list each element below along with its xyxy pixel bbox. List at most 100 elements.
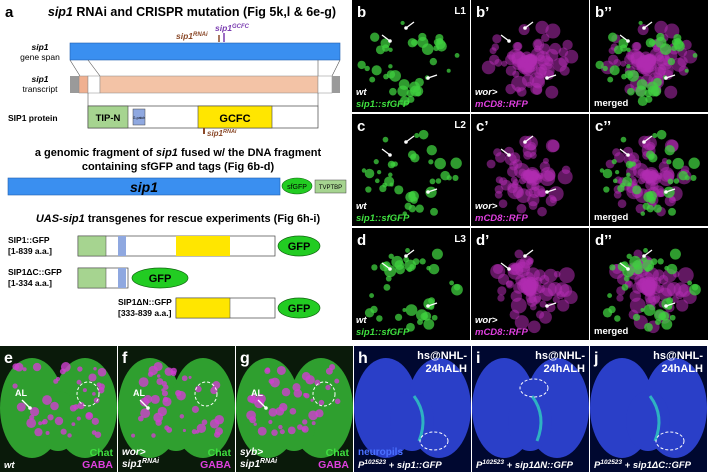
gaba-spot [314,379,321,386]
label: L3 [454,234,466,245]
label: GABA [82,459,113,471]
cell [620,60,627,67]
cell [620,136,627,143]
transcript [70,75,340,94]
cell [648,196,656,204]
label: 24hALH [543,363,585,375]
cell [514,249,524,259]
cell [364,308,375,318]
cell [453,284,461,291]
cell [357,60,366,70]
cell [417,319,423,326]
genotype-name: P [358,460,365,471]
cell [365,186,372,193]
utr [332,76,340,93]
cell [656,129,667,140]
cell [446,68,451,73]
genotype-name: sip1 [122,459,142,470]
gaba-spot [315,409,324,418]
domain [118,236,126,256]
arrow-head [264,406,268,410]
cell [504,153,517,166]
cell [388,64,393,69]
label: Chat [208,447,232,459]
cell [549,196,557,204]
gaba-spot [92,391,96,396]
panel-a: a sip1 RNAi and CRISPR mutation (Fig 5k,… [5,4,347,319]
allele-name: sip1 [215,23,232,33]
cell [407,95,415,103]
gaba-spot [76,416,81,421]
gaba-spot [140,408,151,419]
gaba-spot [303,392,308,397]
gaba-spot [164,367,174,376]
gfp [131,267,189,289]
genotype: sip1RNAi [122,458,160,470]
cell [517,59,533,75]
label: AL [251,388,263,398]
gaba-spot [151,433,156,438]
label: mCD8::RFP [475,213,528,224]
cell [652,77,662,87]
construct: SIP1ΔN::GFP [333-839 a.a.] GFP [118,297,321,319]
gaba-spot [275,407,285,416]
cell [532,38,545,51]
gaba-spot [201,419,208,426]
domain [87,105,129,129]
cell [632,185,642,195]
genomic-fragment [7,177,281,196]
cell [403,256,409,263]
cell [394,185,404,195]
t: sip1 [156,147,178,159]
cell [660,311,670,321]
gaba-spot [34,428,43,437]
gaba-spot [60,362,71,372]
domain [197,105,273,129]
arrow-head [426,190,430,194]
gaba-spot [42,395,52,405]
cell [645,179,656,191]
cell [626,253,632,259]
cell [537,188,547,198]
tag-label: TVPTBP [319,185,342,191]
domain [118,268,126,288]
cell [664,145,675,156]
gaba-spot [45,430,50,435]
cell [399,96,410,107]
cell [609,65,620,76]
arrow-head [642,254,646,258]
cell [411,39,418,47]
cell [527,320,541,334]
cell [632,313,641,321]
construct-name: SIP1::GFP [8,235,50,245]
cell [607,293,613,298]
cell [518,177,527,185]
track-label: transcript [23,84,59,94]
gaba-spot [16,402,26,412]
cell [667,178,674,185]
label: hs@NHL- [535,350,585,362]
gaba-spot [163,384,169,390]
gaba-spot [181,375,188,382]
allele-name: sip1 [176,31,193,41]
neurite [648,395,661,442]
cell [526,296,538,307]
cell [640,211,646,216]
arrow-head [664,76,668,80]
brain-center [390,391,434,451]
brain-panels: eALChatGABAwtfALChatGABAwor>sip1RNAigALC… [0,346,707,472]
gaba-spot [301,371,311,381]
gaba-spot [97,387,105,394]
arrow-head [404,140,408,144]
cell [595,60,604,70]
cell [523,150,532,160]
cell [602,168,613,179]
arrow [21,399,31,409]
cell [501,60,508,67]
cell [626,47,631,52]
cell [428,159,434,165]
cell [450,157,462,169]
brain-center [272,391,316,451]
